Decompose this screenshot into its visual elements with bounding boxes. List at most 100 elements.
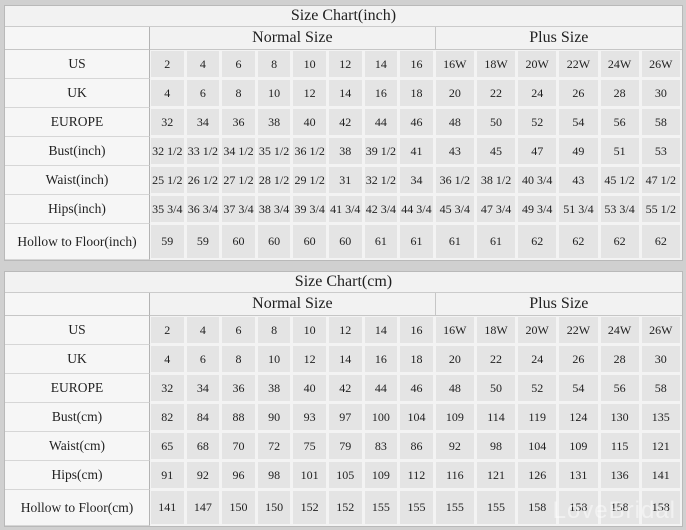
size-cell: 101 (292, 461, 328, 490)
plus-size-header: Plus Size (434, 293, 682, 316)
table-row: Bust(cm) 82 84 88 90 93 97 100 104 109 114 119 124 13… (5, 403, 682, 432)
size-cell: 105 (327, 461, 364, 490)
size-cell: 24 (517, 79, 559, 108)
size-cell: 40 (292, 108, 328, 137)
size-chart-inch-table: Size Chart(inch) Normal Size Plus Size U… (4, 5, 683, 261)
size-cell: 158 (599, 490, 641, 526)
size-cell: 65 (150, 432, 186, 461)
table-row: Bust(inch) 32 1/2 33 1/2 34 1/2 35 1/2 36 1/2… (5, 137, 682, 166)
table-row: Waist(inch) 25 1/2 26 1/2 27 1/2 28 1/2 29 1/… (5, 166, 682, 195)
size-cell: 46 (399, 108, 435, 137)
size-cell: 61 (399, 224, 435, 260)
row-label: Hollow to Floor(inch) (5, 224, 150, 260)
size-cell: 38 (256, 374, 293, 403)
size-cell: 53 (640, 137, 682, 166)
size-cell: 96 (221, 461, 257, 490)
size-cell: 51 (599, 137, 641, 166)
table-row: EUROPE 32 34 36 38 40 42 44 46 48 50 52 54 56 58 (5, 374, 682, 403)
size-cell: 27 1/2 (221, 166, 257, 195)
size-cell: 59 (185, 224, 222, 260)
size-cell: 26 (558, 345, 600, 374)
size-cell: 62 (558, 224, 600, 260)
size-cell: 38 3/4 (256, 195, 293, 224)
size-cell: 54 (558, 108, 600, 137)
size-cell: 100 (363, 403, 400, 432)
size-cell: 4 (150, 345, 186, 374)
size-cell: 104 (517, 432, 559, 461)
size-cell: 131 (558, 461, 600, 490)
size-cell: 24W (599, 50, 641, 79)
size-cell: 48 (434, 108, 476, 137)
size-cell: 88 (221, 403, 257, 432)
size-cell: 34 (399, 166, 435, 195)
size-cell: 8 (256, 50, 293, 79)
size-cell: 44 (363, 108, 400, 137)
size-cell: 61 (475, 224, 518, 260)
size-cell: 4 (150, 79, 186, 108)
size-cell: 14 (363, 50, 400, 79)
size-cell: 51 3/4 (558, 195, 600, 224)
table-title-row: Size Chart(cm) (5, 272, 682, 293)
size-group-row: Normal Size Plus Size (5, 293, 682, 316)
size-cell: 10 (256, 345, 293, 374)
size-cell: 12 (292, 79, 328, 108)
size-cell: 44 (363, 374, 400, 403)
size-cell: 41 (399, 137, 435, 166)
size-cell: 56 (599, 374, 641, 403)
size-cell: 22W (558, 316, 600, 345)
size-cell: 22 (475, 345, 518, 374)
size-cell: 158 (517, 490, 559, 526)
size-cell: 29 1/2 (292, 166, 328, 195)
size-cell: 32 (150, 108, 186, 137)
size-cell: 43 (558, 166, 600, 195)
size-cell: 18W (475, 316, 518, 345)
size-cell: 155 (363, 490, 400, 526)
size-cell: 98 (256, 461, 293, 490)
cm-table: Size Chart(cm) Normal Size Plus Size US 2… (4, 271, 683, 527)
size-cell: 8 (221, 79, 257, 108)
table-row: EUROPE 32 34 36 38 40 42 44 46 48 50 52 54 56 58 (5, 108, 682, 137)
size-cell: 35 3/4 (150, 195, 186, 224)
size-cell: 47 3/4 (475, 195, 518, 224)
size-cell: 16W (434, 316, 476, 345)
size-cell: 52 (517, 374, 559, 403)
size-cell: 28 1/2 (256, 166, 293, 195)
size-cell: 126 (517, 461, 559, 490)
size-cell: 141 (150, 490, 186, 526)
size-cell: 26W (640, 50, 682, 79)
size-cell: 46 (399, 374, 435, 403)
table-title: Size Chart(cm) (5, 272, 682, 293)
table-row: US 2 4 6 8 10 12 14 16 16W 18W 20W 22W 24W 26W (5, 50, 682, 79)
size-cell: 26W (640, 316, 682, 345)
size-cell: 60 (292, 224, 328, 260)
size-cell: 26 (558, 79, 600, 108)
size-cell: 45 3/4 (434, 195, 476, 224)
size-cell: 4 (185, 50, 222, 79)
inch-table-body: US 2 4 6 8 10 12 14 16 16W 18W 20W 22W 24W 26W UK 4 6 8 10 1… (5, 50, 682, 260)
size-cell: 147 (185, 490, 222, 526)
size-cell: 62 (599, 224, 641, 260)
row-label: Bust(cm) (5, 403, 150, 432)
size-cell: 79 (327, 432, 364, 461)
size-cell: 150 (221, 490, 257, 526)
size-cell: 141 (640, 461, 682, 490)
size-cell: 28 (599, 345, 641, 374)
size-cell: 14 (327, 345, 364, 374)
size-cell: 32 (150, 374, 186, 403)
size-cell: 119 (517, 403, 559, 432)
size-cell: 10 (256, 79, 293, 108)
size-cell: 155 (434, 490, 476, 526)
size-cell: 109 (434, 403, 476, 432)
size-chart-cm-table: Size Chart(cm) Normal Size Plus Size US 2… (4, 271, 683, 527)
table-row: US 2 4 6 8 10 12 14 16 16W 18W 20W 22W 24W 26W (5, 316, 682, 345)
size-cell: 50 (475, 374, 518, 403)
size-cell: 92 (434, 432, 476, 461)
size-cell: 36 (221, 374, 257, 403)
size-cell: 26 1/2 (185, 166, 222, 195)
normal-size-header: Normal Size (150, 293, 435, 316)
size-cell: 16W (434, 50, 476, 79)
size-cell: 39 1/2 (363, 137, 400, 166)
size-cell: 109 (363, 461, 400, 490)
size-cell: 25 1/2 (150, 166, 186, 195)
size-cell: 8 (221, 345, 257, 374)
